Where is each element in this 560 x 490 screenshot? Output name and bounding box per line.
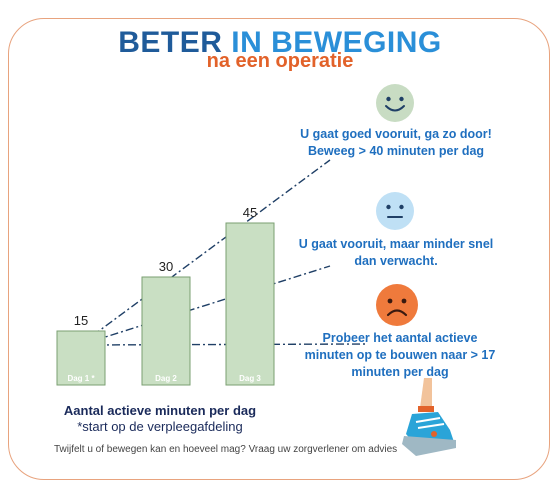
value-label-1: 15: [74, 313, 88, 328]
neutral-face-icon: [375, 191, 415, 231]
footer-text: Twijfelt u of bewegen kan en hoeveel mag…: [54, 444, 398, 455]
sad-face-icon: [375, 283, 419, 327]
bar-3: [225, 222, 275, 386]
guide-line-1: [79, 159, 331, 346]
sneaker-icon: [402, 378, 456, 456]
value-label-2: 30: [159, 259, 173, 274]
x-axis-label: Aantal actieve minuten per dag: [63, 403, 257, 418]
category-label-3: Dag 3: [239, 374, 261, 383]
guide-lines: [79, 159, 366, 346]
message-happy: U gaat goed vooruit, ga zo door! Beweeg …: [300, 127, 492, 158]
value-label-3: 45: [243, 205, 257, 220]
title-part-2: IN BEWEGING: [231, 26, 442, 59]
page-title: BETER IN BEWEGING: [0, 26, 560, 60]
message-sad: Probeer het aantal actieve minuten op te…: [304, 331, 496, 379]
category-label-1: Dag 1 *: [67, 374, 95, 383]
category-label-2: Dag 2: [155, 374, 177, 383]
happy-face-icon: [375, 83, 415, 123]
chart-note: *start op de verpleegafdeling: [77, 419, 243, 434]
message-neutral: U gaat vooruit, maar minder snel dan ver…: [298, 237, 494, 268]
rounded-frame: [8, 18, 550, 480]
page-subtitle: na een operatie: [206, 50, 354, 72]
bars: 15 Dag 1 * 30 Dag 2 45 Dag 3: [56, 205, 275, 386]
guide-line-2: [79, 265, 331, 346]
bar-2: [141, 276, 191, 386]
bar-1: [56, 330, 106, 386]
title-part-1: BETER: [118, 26, 223, 59]
